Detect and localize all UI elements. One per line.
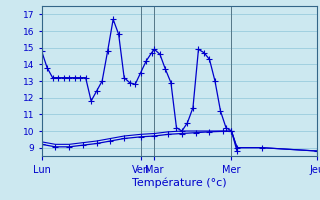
X-axis label: Température (°c): Température (°c): [132, 178, 227, 188]
